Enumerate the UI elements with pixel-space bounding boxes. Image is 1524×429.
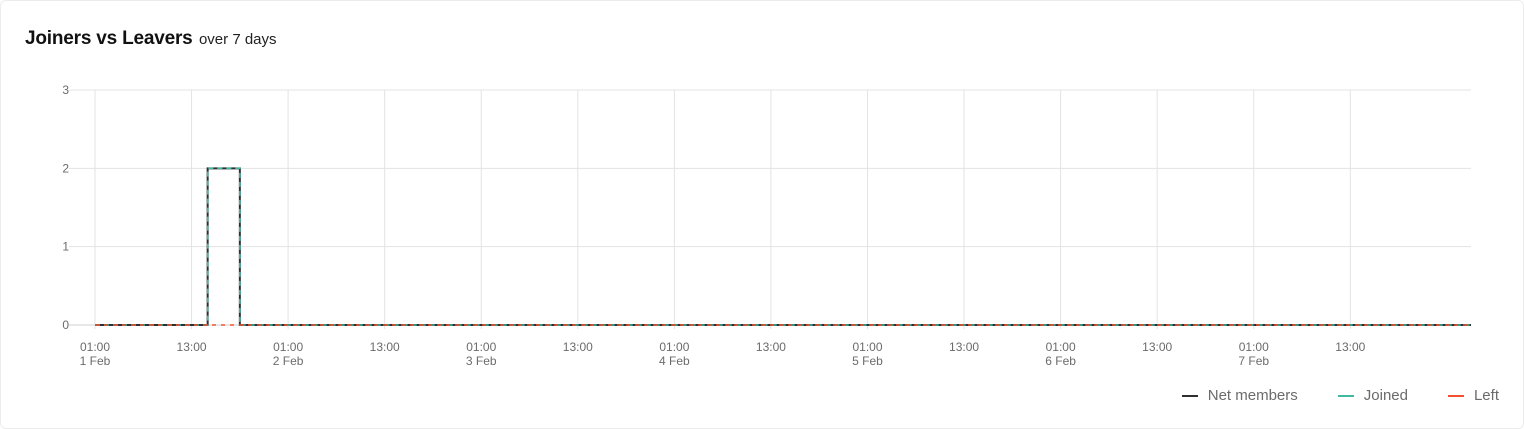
legend-swatch-joined [1337, 394, 1354, 397]
x-tick-time-label: 13:00 [370, 340, 400, 354]
chart-legend: Net members Joined Left [1181, 387, 1499, 404]
x-tick-date-label: 4 Feb [659, 354, 690, 368]
x-tick-date-label: 5 Feb [852, 354, 883, 368]
chart-header: Joiners vs Leavers over 7 days [25, 28, 277, 50]
x-tick-time-label: 13:00 [1335, 340, 1365, 354]
x-tick-time-label: 01:00 [1046, 340, 1076, 354]
legend-label-net-members: Net members [1207, 387, 1298, 404]
x-tick-date-label: 7 Feb [1238, 354, 1269, 368]
legend-swatch-left [1447, 394, 1464, 397]
series-layer [95, 167, 1471, 326]
x-tick-time-label: 13:00 [949, 340, 979, 354]
legend-item-joined[interactable]: Joined [1337, 387, 1408, 404]
chart-subtitle: over 7 days [198, 31, 277, 48]
legend-item-left[interactable]: Left [1447, 387, 1499, 404]
x-tick-time-label: 01:00 [659, 340, 689, 354]
x-tick-time-label: 13:00 [1142, 340, 1172, 354]
x-tick-time-label: 01:00 [1239, 340, 1269, 354]
y-tick-label: 2 [62, 161, 69, 175]
x-tick-time-label: 01:00 [466, 340, 496, 354]
x-tick-time-label: 01:00 [80, 340, 110, 354]
x-tick-date-label: 2 Feb [273, 354, 304, 368]
x-tick-time-label: 13:00 [563, 340, 593, 354]
x-tick-date-label: 3 Feb [466, 354, 497, 368]
x-tick-date-label: 1 Feb [80, 354, 111, 368]
legend-item-net-members[interactable]: Net members [1181, 387, 1298, 404]
x-tick-time-label: 01:00 [852, 340, 882, 354]
y-tick-label: 0 [62, 318, 69, 332]
x-tick-date-label: 6 Feb [1045, 354, 1076, 368]
chart-title: Joiners vs Leavers [25, 28, 193, 49]
grid-layer [69, 89, 1471, 329]
x-tick-time-label: 01:00 [273, 340, 303, 354]
y-tick-label: 1 [62, 240, 69, 254]
legend-label-left: Left [1473, 387, 1499, 404]
y-tick-label: 3 [62, 83, 69, 97]
legend-swatch-net-members [1181, 394, 1198, 397]
x-tick-time-label: 13:00 [756, 340, 786, 354]
legend-label-joined: Joined [1363, 387, 1408, 404]
x-tick-time-label: 13:00 [177, 340, 207, 354]
